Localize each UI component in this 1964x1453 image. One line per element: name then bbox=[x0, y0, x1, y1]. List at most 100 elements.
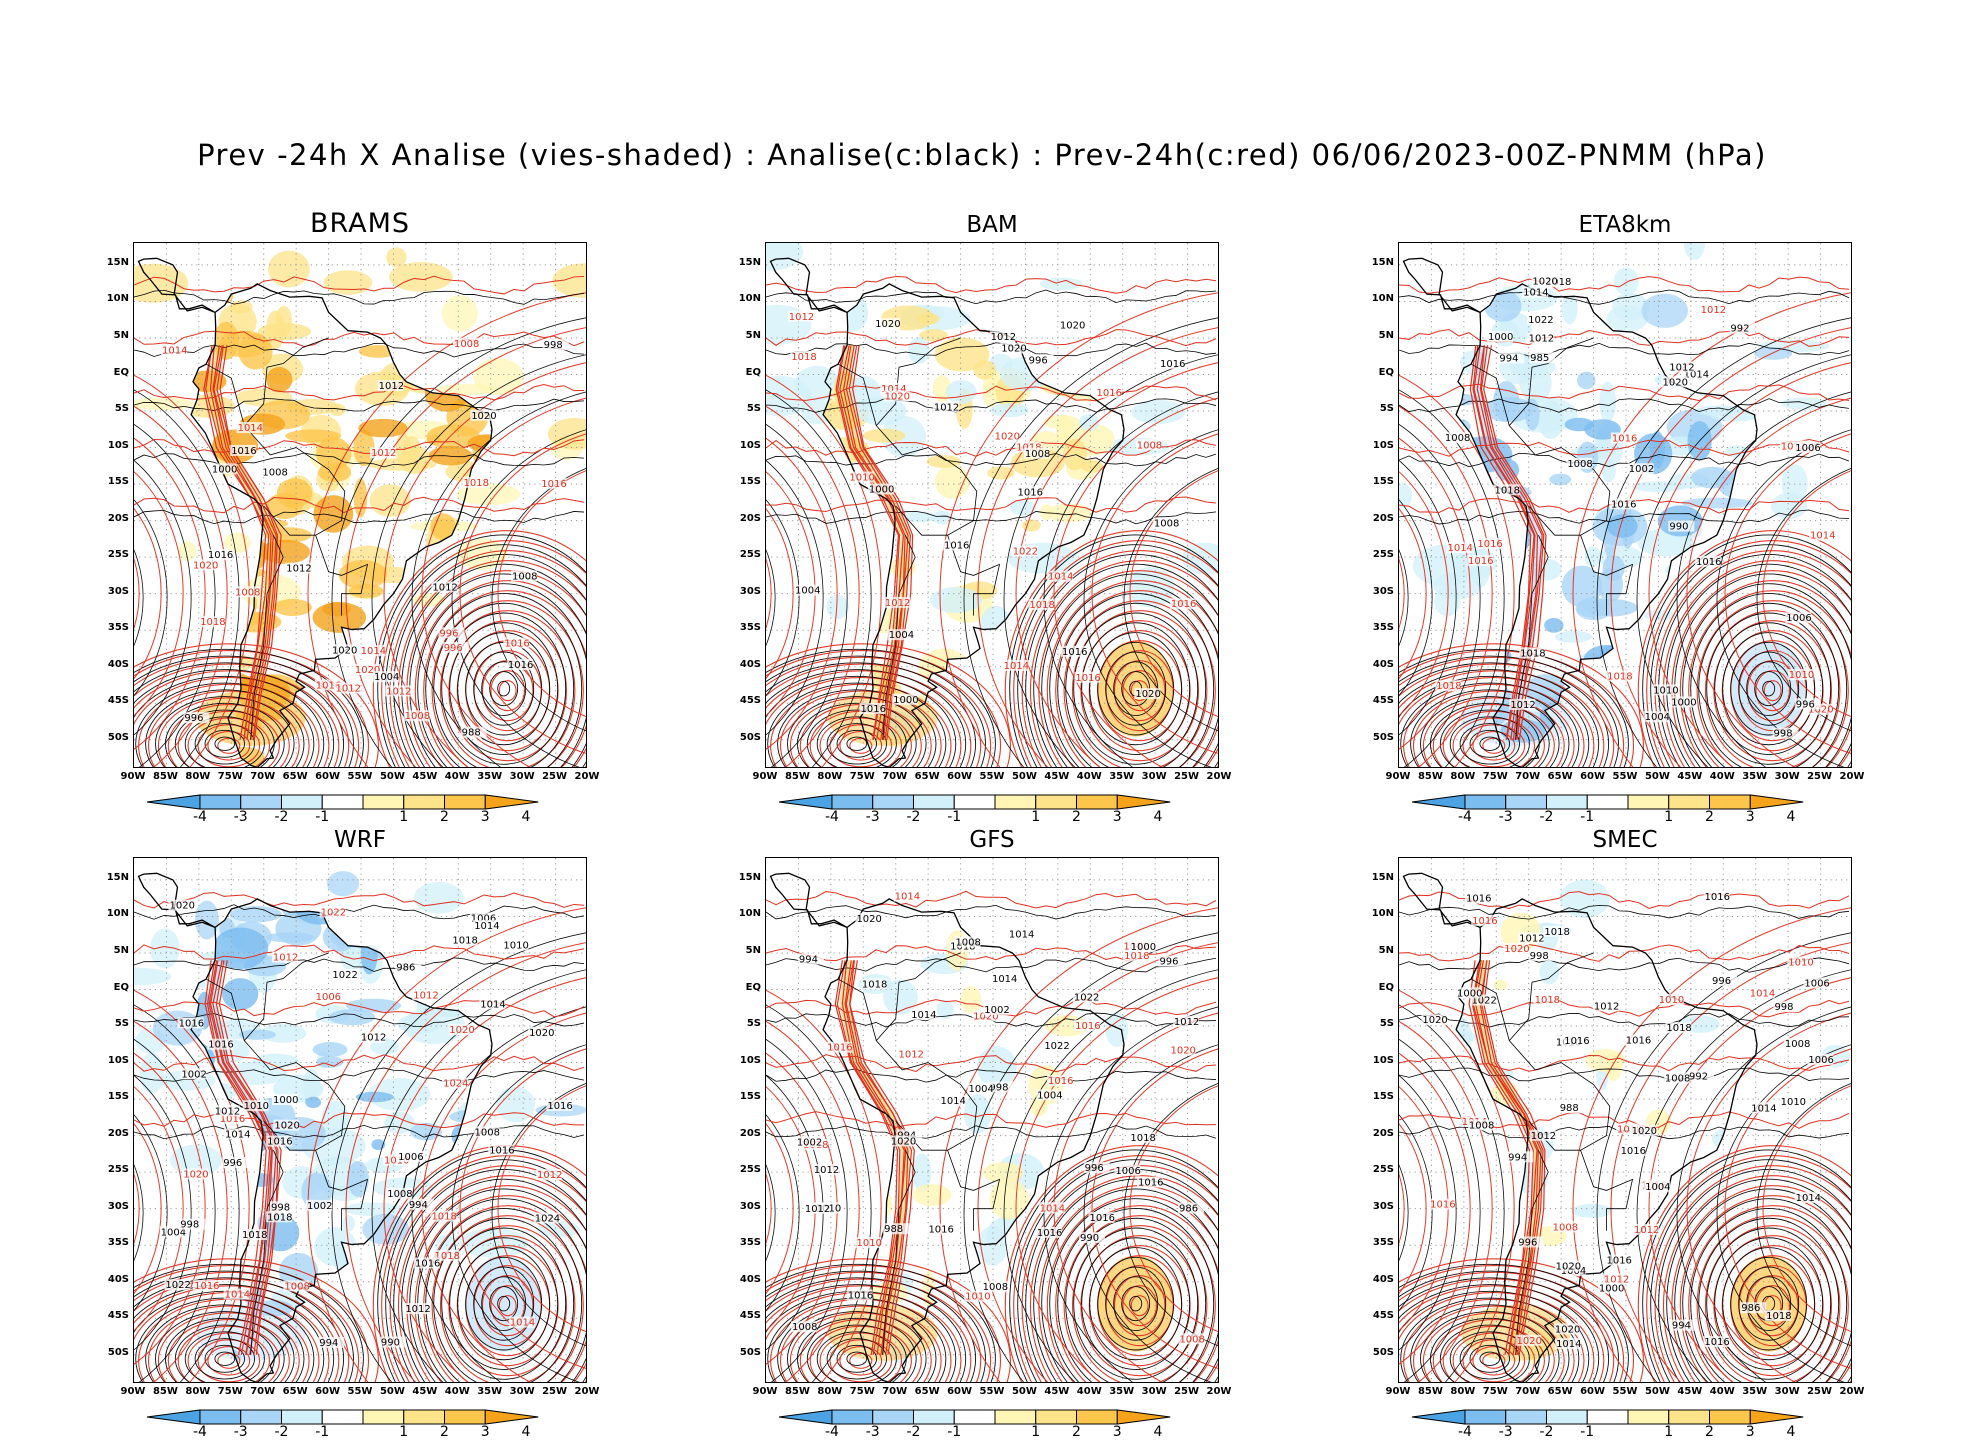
latitude-tick-label: 30S bbox=[107, 1200, 129, 1212]
colorbar bbox=[1411, 1409, 1804, 1425]
contour-label: 1012 bbox=[1634, 1225, 1659, 1236]
latitude-tick-label: 50S bbox=[739, 731, 761, 743]
contour-label: 1016 bbox=[1626, 1036, 1651, 1047]
contour-label: 1016 bbox=[1089, 1213, 1114, 1224]
contour-label: 1012 bbox=[413, 990, 438, 1001]
longitude-tick-label: 45W bbox=[412, 1386, 438, 1397]
map-panel-eta8km: ETA8km 1014 1016 1012 1016 1018 1020 1014 1018 10… bbox=[1372, 212, 1865, 838]
forecast-isobar-0 bbox=[134, 275, 585, 295]
latitude-tick-label: 15S bbox=[739, 1091, 761, 1103]
colorbar-tick-label: -3 bbox=[233, 1424, 248, 1440]
contour-label: 1012 bbox=[537, 1170, 562, 1181]
contour-label: 1016 bbox=[1138, 1178, 1163, 1189]
contour-label: 1012 bbox=[432, 582, 457, 593]
contour-label: 1006 bbox=[1808, 1055, 1833, 1066]
contour-label: 990 bbox=[381, 1337, 400, 1348]
contour-label: 1022 bbox=[332, 970, 357, 981]
contour-label: 994 bbox=[319, 1338, 338, 1349]
forecast-isobar-3 bbox=[1399, 1055, 1850, 1072]
contour-label: 1016 bbox=[208, 550, 233, 561]
andes-forecast-isobars bbox=[203, 345, 282, 740]
contour-label: 1018 bbox=[1535, 995, 1560, 1006]
contour-label: 1014 bbox=[1810, 531, 1835, 542]
analysis-isobar-0 bbox=[1399, 905, 1850, 920]
analysis-isobars-south bbox=[766, 1263, 996, 1382]
longitude-tick-label: 90W bbox=[120, 771, 146, 782]
longitude-tick-label: 20W bbox=[1839, 771, 1865, 782]
contour-label: 1020 bbox=[995, 431, 1020, 442]
longitude-tick-label: 65W bbox=[1547, 771, 1573, 782]
latitude-tick-label: 35S bbox=[739, 1237, 761, 1249]
contour-label: 1022 bbox=[1044, 1041, 1069, 1052]
latitude-tick-label: 35S bbox=[107, 622, 129, 634]
contour-label: 1020 bbox=[1632, 1126, 1657, 1137]
contour-label: 1020 bbox=[274, 1121, 299, 1132]
latitude-tick-label: 40S bbox=[739, 1273, 761, 1285]
latitude-tick-label: 20S bbox=[739, 1127, 761, 1139]
longitude-tick-label: 65W bbox=[1547, 1386, 1573, 1397]
contour-label: 1014 bbox=[1040, 1203, 1065, 1214]
longitude-tick-label: 20W bbox=[1206, 1386, 1232, 1397]
panel-title: WRF bbox=[334, 827, 386, 853]
colorbar-tick-label: 4 bbox=[1153, 809, 1163, 825]
contour-label: 1012 bbox=[805, 1204, 830, 1215]
contour-label: 1022 bbox=[165, 1280, 190, 1291]
andes-forecast-isobars bbox=[1468, 960, 1546, 1355]
contour-label: 1014 bbox=[474, 921, 499, 932]
colorbar-tick-label: -2 bbox=[1539, 1424, 1554, 1440]
contour-label: 1010 bbox=[849, 473, 874, 484]
contour-label: 1020 bbox=[1555, 1324, 1580, 1335]
latitude-tick-label: 45S bbox=[739, 695, 761, 707]
colorbar-tick-label: 4 bbox=[1786, 1424, 1796, 1440]
colorbar-tick-label: 2 bbox=[1705, 1424, 1714, 1440]
contour-label: 1010 bbox=[1781, 1097, 1806, 1108]
forecast-isobars-south bbox=[134, 643, 379, 767]
contour-label: 1016 bbox=[928, 1224, 953, 1235]
contour-label: 1016 bbox=[861, 704, 886, 715]
latitude-tick-label: 45S bbox=[1372, 1310, 1394, 1322]
analysis-isobar-3 bbox=[1399, 452, 1850, 468]
analysis-isobars-south bbox=[134, 648, 364, 767]
contour-label: 1020 bbox=[1001, 344, 1026, 355]
contour-label: 998 bbox=[989, 1082, 1008, 1093]
pressure-bias-map: 1016101010121014101610181020101210141016… bbox=[1399, 858, 1851, 1382]
latitude-tick-label: 40S bbox=[1372, 1273, 1394, 1285]
contour-label: 1016 bbox=[1018, 487, 1043, 498]
longitude-tick-label: 65W bbox=[282, 1386, 308, 1397]
longitude-tick-label: 75W bbox=[217, 771, 243, 782]
contour-label: 1018 bbox=[267, 1212, 292, 1223]
analysis-contour-labels: 1012101210121016101610201020101610041008… bbox=[183, 339, 569, 739]
longitude-tick-label: 55W bbox=[1612, 1386, 1638, 1397]
map-plot-area: 1016 1014 1012 1014 1016 1018 1020 1020 1018 1014… bbox=[133, 242, 587, 768]
longitude-tick-label: 90W bbox=[1385, 771, 1411, 782]
forecast-isobars-high bbox=[939, 907, 1218, 1382]
forecast-isobars-south bbox=[134, 1258, 379, 1382]
analysis-isobars-pacific bbox=[134, 1004, 240, 1382]
latitude-tick-label: 5N bbox=[1378, 944, 1394, 956]
longitude-tick-label: 55W bbox=[347, 771, 373, 782]
colorbar bbox=[146, 1409, 539, 1425]
contour-label: 1012 bbox=[1174, 1017, 1199, 1028]
latitude-tick-label: 35S bbox=[1372, 622, 1394, 634]
contour-label: 1016 bbox=[1466, 894, 1491, 905]
longitude-tick-label: 45W bbox=[1677, 1386, 1703, 1397]
forecast-isobars-high bbox=[1572, 907, 1851, 1382]
longitude-tick-label: 85W bbox=[1417, 1386, 1443, 1397]
latitude-tick-label: 30S bbox=[739, 1200, 761, 1212]
contour-label: 998 bbox=[1774, 729, 1793, 740]
analysis-isobar-4 bbox=[1399, 509, 1850, 525]
figure-title: Prev -24h X Analise (vies-shaded) : Anal… bbox=[197, 138, 1767, 172]
contour-label: 1012 bbox=[286, 564, 311, 575]
forecast-isobar-4 bbox=[134, 496, 585, 514]
longitude-tick-label: 30W bbox=[509, 771, 535, 782]
contour-label: 1016 bbox=[1075, 1021, 1100, 1032]
contour-label: 1014 bbox=[1796, 1193, 1821, 1204]
forecast-isobar-0 bbox=[766, 276, 1217, 294]
contour-label: 1006 bbox=[1804, 978, 1829, 989]
contour-label: 1014 bbox=[1009, 929, 1034, 940]
latitude-tick-label: 50S bbox=[107, 1346, 129, 1358]
contour-label: 1014 bbox=[1751, 1103, 1776, 1114]
latitude-tick-label: 35S bbox=[1372, 1237, 1394, 1249]
contour-label: 988 bbox=[1560, 1103, 1579, 1114]
contour-label: 1020 bbox=[885, 392, 910, 403]
